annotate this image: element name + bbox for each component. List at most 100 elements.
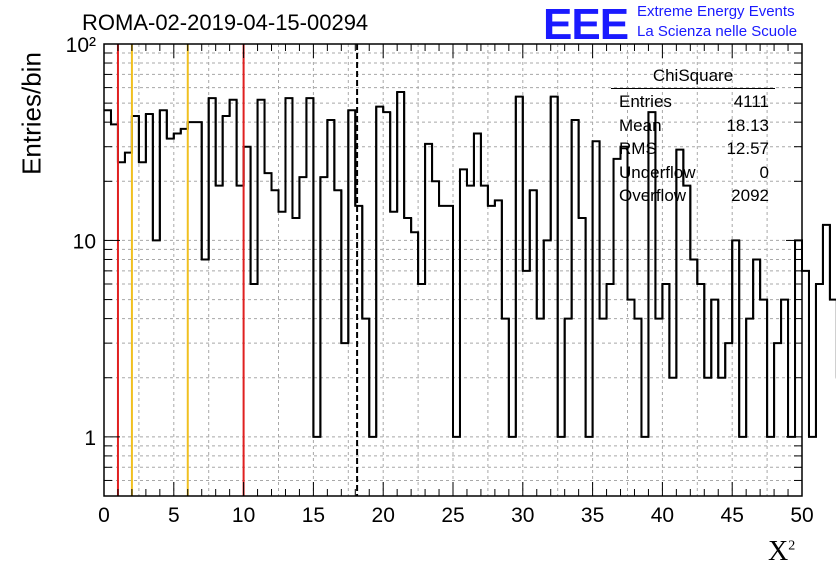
- x-tick-label: 30: [511, 504, 534, 527]
- histogram-bin: [167, 139, 174, 496]
- histogram-bin: [809, 437, 816, 496]
- histogram-bin: [362, 319, 369, 496]
- x-tick-label: 5: [168, 504, 180, 527]
- histogram-bin: [711, 300, 718, 496]
- stats-value: 2092: [731, 186, 769, 205]
- histogram-bin: [593, 141, 600, 496]
- histogram-bin: [146, 114, 153, 496]
- stats-value: 0: [759, 162, 769, 182]
- histogram-bin: [718, 378, 725, 496]
- histogram-bin: [181, 129, 188, 496]
- histogram-bin: [628, 300, 635, 496]
- stats-box: ChiSquare Entries 4111 Mean 18.13 RMS 12.57…: [611, 66, 775, 210]
- histogram-bin: [390, 212, 397, 496]
- x-tick-label: 45: [721, 504, 744, 527]
- histogram-bin: [369, 437, 376, 496]
- histogram-bin: [760, 300, 767, 496]
- stats-label: Entries: [619, 92, 672, 111]
- histogram-bin: [153, 240, 160, 496]
- histogram-bin: [195, 122, 202, 496]
- histogram-bin: [383, 112, 390, 496]
- histogram-bin: [607, 284, 614, 496]
- histogram-bin: [516, 97, 523, 496]
- stats-label: Overflow: [619, 186, 687, 205]
- logo-line-2: La Scienza nelle Scuole: [637, 23, 798, 40]
- histogram-bin: [209, 98, 216, 496]
- histogram-bin: [292, 218, 299, 496]
- histogram-bin: [376, 107, 383, 496]
- histogram-bin: [188, 122, 195, 496]
- histogram-bin: [132, 116, 139, 496]
- histogram-bin: [502, 319, 509, 496]
- histogram-bin: [509, 437, 516, 496]
- x-tick-label: 50: [790, 504, 813, 527]
- histogram-bin: [788, 437, 795, 496]
- histogram-bin: [265, 173, 272, 496]
- histogram-bin: [432, 181, 439, 496]
- stats-row-entries: Entries 4111: [611, 92, 775, 116]
- histogram-bin: [704, 378, 711, 496]
- histogram-bin: [125, 153, 132, 496]
- histogram-bin: [669, 378, 676, 496]
- histogram-bin: [662, 284, 669, 496]
- histogram-bin: [306, 98, 313, 496]
- histogram-bin: [537, 319, 544, 496]
- histogram-bin: [411, 232, 418, 496]
- histogram-bin: [251, 284, 258, 496]
- histogram-bin: [690, 259, 697, 496]
- histogram-bin: [118, 162, 125, 496]
- histogram-bin: [655, 319, 662, 496]
- stats-row-underflow: Underflow 0: [611, 163, 775, 187]
- y-tick-label: 1: [84, 427, 96, 450]
- histogram-bin: [774, 343, 781, 496]
- x-axis-label-text: X: [768, 536, 789, 567]
- histogram-bin: [320, 177, 327, 496]
- histogram-bin: [579, 218, 586, 496]
- histogram-bin: [341, 343, 348, 496]
- histogram-bin: [418, 284, 425, 496]
- stats-title: ChiSquare: [611, 66, 775, 89]
- x-tick-label: 20: [372, 504, 395, 527]
- histogram-bin: [551, 97, 558, 496]
- x-tick-label: 0: [98, 504, 110, 527]
- stats-row-mean: Mean 18.13: [611, 116, 775, 140]
- histogram-bin: [237, 186, 244, 496]
- histogram-bin: [600, 319, 607, 496]
- histogram-bin: [739, 437, 746, 496]
- histogram-bin: [313, 437, 320, 496]
- y-tick-label: 10: [73, 230, 96, 253]
- histogram-bin: [830, 300, 836, 496]
- histogram-bin: [495, 200, 502, 496]
- histogram-bin: [348, 110, 355, 496]
- histogram-bin: [565, 319, 572, 496]
- histogram-bin: [223, 116, 230, 496]
- stats-row-rms: RMS 12.57: [611, 139, 775, 163]
- histogram-bin: [230, 100, 237, 496]
- histogram-bin: [334, 190, 341, 496]
- y-tick-label: 10²: [66, 34, 96, 57]
- histogram-bin: [767, 437, 774, 496]
- histogram-bin: [523, 271, 530, 496]
- histogram-bin: [160, 110, 167, 496]
- histogram-bin: [404, 218, 411, 496]
- histogram-bin: [781, 300, 788, 496]
- x-tick-label: 10: [232, 504, 255, 527]
- eee-logo: EEE: [543, 0, 629, 49]
- chart-title: ROMA-02-2019-04-15-00294: [82, 10, 369, 35]
- stats-label: RMS: [619, 139, 657, 158]
- histogram-bin: [453, 437, 460, 496]
- logo-line-1: Extreme Energy Events: [637, 3, 795, 20]
- histogram-bin: [488, 206, 495, 496]
- stats-value: 4111: [733, 92, 769, 111]
- histogram-bin: [104, 110, 111, 496]
- histogram-bin: [474, 134, 481, 496]
- histogram-bin: [397, 92, 404, 496]
- histogram-bin: [327, 120, 334, 496]
- histogram-bin: [111, 124, 118, 496]
- histogram-bin: [802, 271, 809, 496]
- histogram-bin: [558, 437, 565, 496]
- histogram-bin: [285, 98, 292, 496]
- x-tick-label: 40: [651, 504, 674, 527]
- histogram-bin: [641, 437, 648, 496]
- histogram-bin: [299, 177, 306, 496]
